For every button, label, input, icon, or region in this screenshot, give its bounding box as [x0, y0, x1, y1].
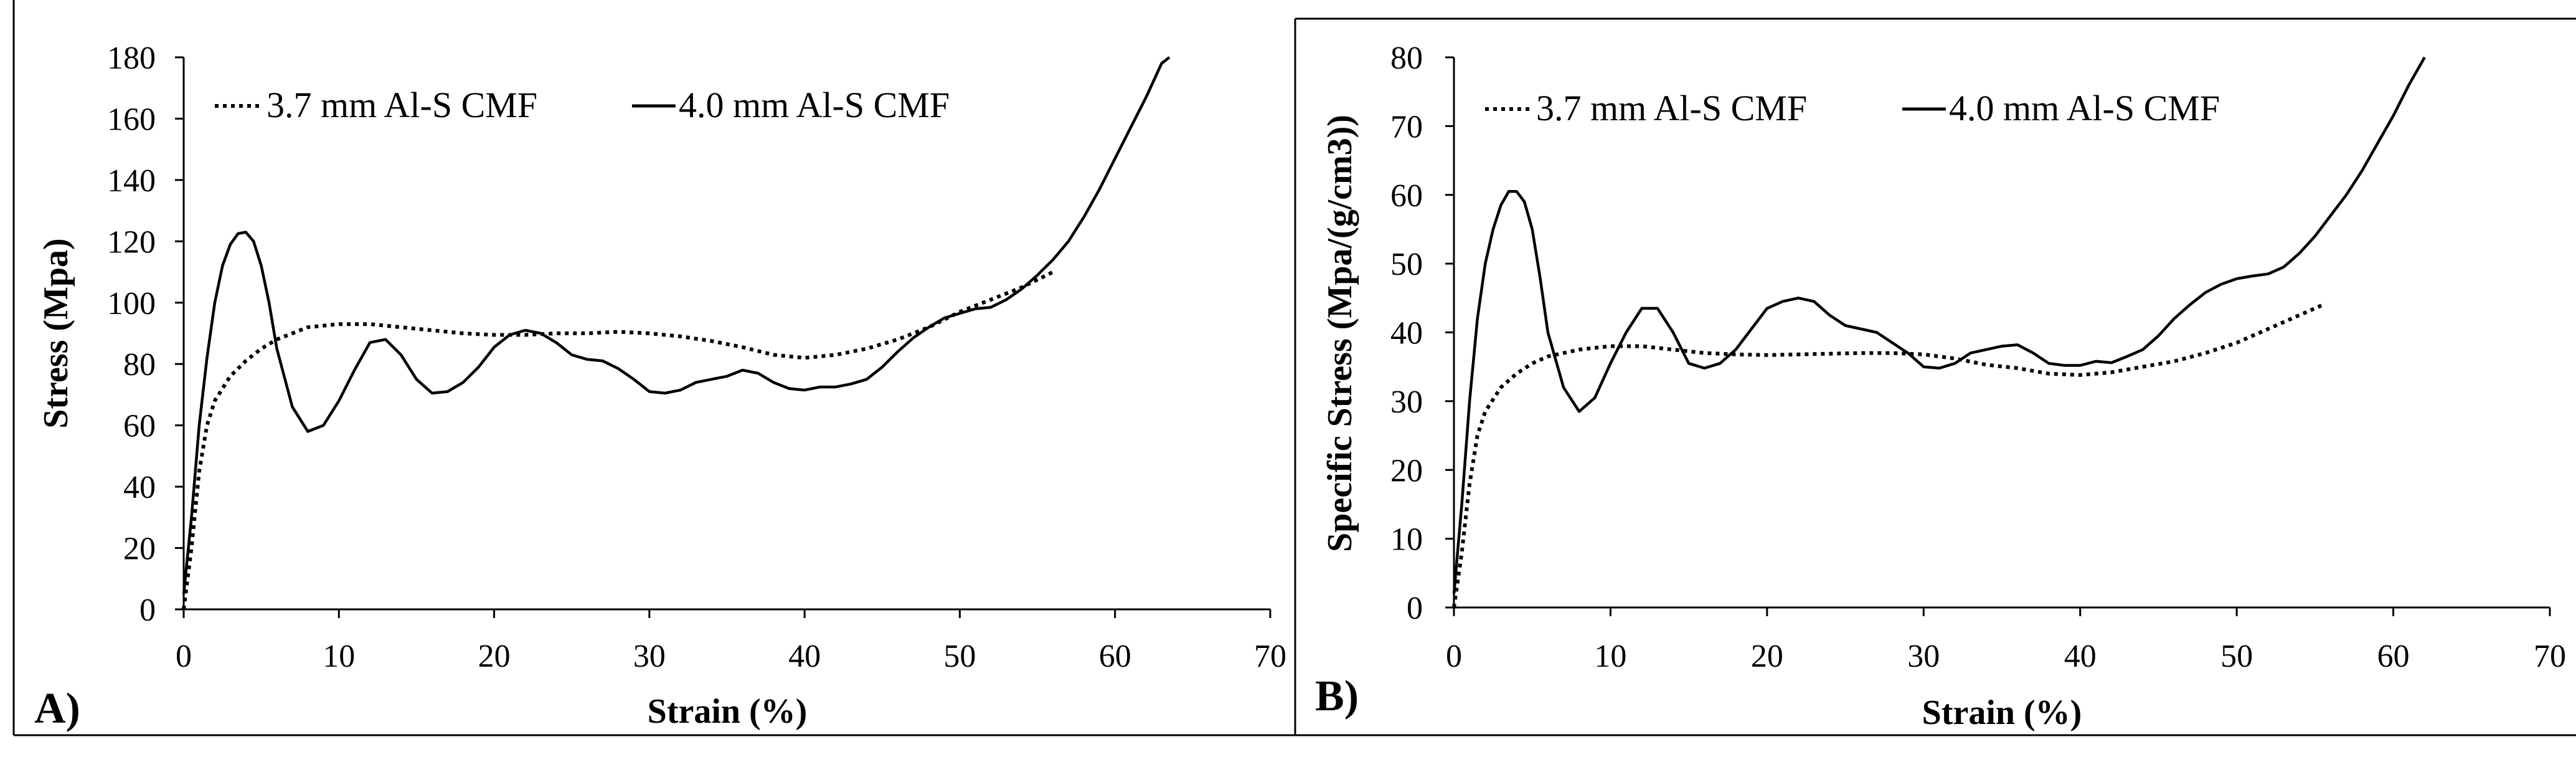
chart-panel-b: 0 10 20 30 40 50 60 70 80 0 10 20 30 40 50 60 70 3.7 mm…	[1294, 17, 2576, 736]
series-line-4-0mm	[1452, 56, 2426, 594]
y-tick-label: 40	[123, 470, 156, 505]
x-tick-label: 50	[943, 639, 976, 674]
panel-a-y-axis-label: Stress (Mpa)	[37, 238, 75, 428]
x-tick-label: 30	[1907, 639, 1940, 674]
panel-b-x-axis-label: Strain (%)	[1922, 693, 2082, 732]
series-line-4-0mm	[182, 56, 1171, 594]
panel-a-legend: 3.7 mm Al-S CMF 4.0 mm Al-S CMF	[215, 85, 950, 125]
y-tick-label: 60	[123, 409, 156, 444]
y-tick-label: 160	[107, 102, 156, 137]
x-tick-label: 70	[1254, 639, 1286, 674]
panel-a-label: A)	[34, 685, 80, 733]
y-tick-label: 60	[1390, 178, 1423, 214]
y-tick-label: 30	[1390, 384, 1423, 420]
series-line-3-7mm	[1452, 303, 2324, 608]
legend-b-label-2: 4.0 mm Al-S CMF	[1949, 88, 2220, 128]
y-tick-label: 10	[1390, 522, 1423, 558]
panel-a-y-ticks: 0 20 40 60 80 100 120 140 160 180	[107, 40, 184, 628]
x-tick-label: 0	[1446, 639, 1462, 674]
panel-b-x-ticks: 0 10 20 30 40 50 60 70	[1446, 607, 2566, 674]
x-tick-label: 40	[2064, 639, 2097, 674]
y-tick-label: 70	[1390, 109, 1423, 145]
legend-a-label-2: 4.0 mm Al-S CMF	[679, 85, 950, 125]
x-tick-label: 30	[633, 639, 666, 674]
y-tick-label: 0	[139, 593, 156, 628]
y-tick-label: 0	[1407, 591, 1423, 626]
y-tick-label: 20	[123, 531, 156, 567]
y-tick-label: 180	[107, 40, 156, 76]
y-tick-label: 140	[107, 163, 156, 199]
panel-a-x-ticks: 0 10 20 30 40 50 60 70	[176, 609, 1286, 674]
panel-b-label: B)	[1315, 672, 1359, 720]
x-tick-label: 0	[176, 639, 192, 674]
y-tick-label: 40	[1390, 316, 1423, 351]
y-tick-label: 50	[1390, 247, 1423, 282]
chart-panel-a: 0 20 40 60 80 100 120 140 160 180 0 10 20 30 40 50 60 70…	[12, 0, 1295, 736]
panel-b-series	[1452, 56, 2426, 608]
y-tick-label: 80	[123, 347, 156, 383]
y-tick-label: 120	[107, 224, 156, 260]
y-tick-label: 20	[1390, 453, 1423, 488]
x-tick-label: 60	[2377, 639, 2410, 674]
y-tick-label: 80	[1390, 40, 1423, 76]
x-tick-label: 20	[1751, 639, 1783, 674]
panel-a-series	[182, 56, 1171, 610]
x-tick-label: 20	[478, 639, 511, 674]
legend-a-label-1: 3.7 mm Al-S CMF	[267, 85, 537, 125]
x-tick-label: 10	[1594, 639, 1626, 674]
x-tick-label: 10	[323, 639, 355, 674]
x-tick-label: 60	[1099, 639, 1131, 674]
panel-a-x-axis-label: Strain (%)	[648, 692, 808, 731]
panel-b-y-axis-label: Specific Stress (Mpa/(g/cm3))	[1321, 115, 1359, 552]
panel-b-y-ticks: 0 10 20 30 40 50 60 70 80	[1390, 40, 1454, 626]
x-tick-label: 70	[2534, 639, 2566, 674]
x-tick-label: 50	[2220, 639, 2253, 674]
legend-b-label-1: 3.7 mm Al-S CMF	[1536, 88, 1807, 128]
x-tick-label: 40	[788, 639, 821, 674]
y-tick-label: 100	[107, 286, 156, 321]
series-line-3-7mm	[182, 270, 1054, 610]
panel-b-legend: 3.7 mm Al-S CMF 4.0 mm Al-S CMF	[1485, 88, 2220, 128]
